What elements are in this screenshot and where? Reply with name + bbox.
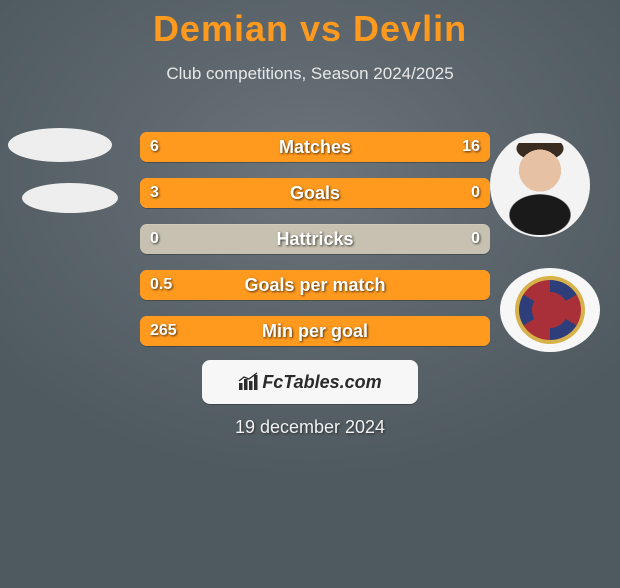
- brand-text: FcTables.com: [262, 372, 381, 393]
- stat-label: Hattricks: [140, 224, 490, 254]
- player-right-avatar: [490, 133, 590, 237]
- stat-row-hattricks: 0 Hattricks 0: [140, 224, 490, 254]
- stat-row-goals-per-match: 0.5 Goals per match: [140, 270, 490, 300]
- stat-value-right: 0: [471, 178, 480, 208]
- footer-date: 19 december 2024: [235, 417, 385, 438]
- stat-row-matches: 6 Matches 16: [140, 132, 490, 162]
- stat-row-goals: 3 Goals 0: [140, 178, 490, 208]
- stat-value-right: 0: [471, 224, 480, 254]
- player-left-avatar: [8, 128, 112, 162]
- brand-badge: FcTables.com: [202, 360, 418, 404]
- player-right-club-logo: 1874: [500, 268, 600, 352]
- page-title: Demian vs Devlin: [0, 8, 620, 50]
- club-founded-year: 1874: [539, 305, 561, 316]
- bar-chart-icon: [238, 372, 258, 392]
- stat-label: Goals per match: [140, 270, 490, 300]
- stats-panel: 6 Matches 16 3 Goals 0 0 Hattricks 0 0.5…: [140, 132, 490, 362]
- stat-label: Goals: [140, 178, 490, 208]
- stat-label: Matches: [140, 132, 490, 162]
- page-subtitle: Club competitions, Season 2024/2025: [0, 64, 620, 84]
- player-left-club-logo: [22, 183, 118, 213]
- stat-label: Min per goal: [140, 316, 490, 346]
- stat-row-min-per-goal: 265 Min per goal: [140, 316, 490, 346]
- stat-value-right: 16: [462, 132, 480, 162]
